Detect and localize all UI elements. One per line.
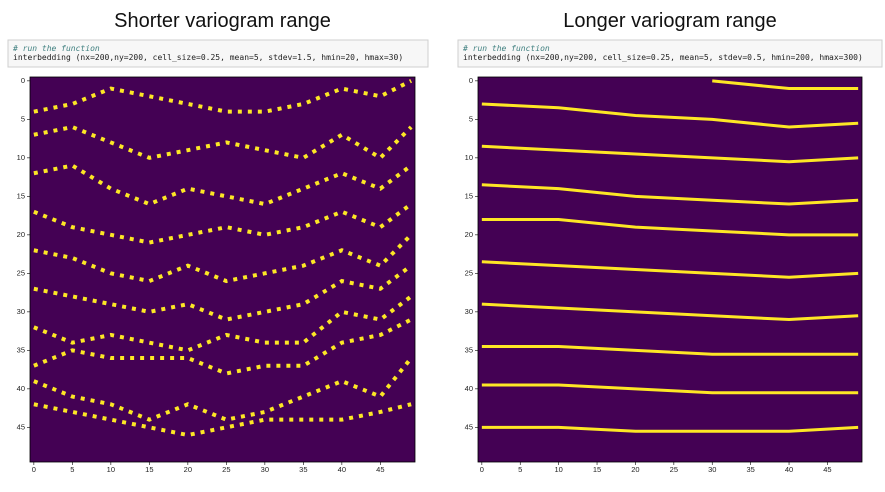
x-tick-label: 15 <box>593 465 601 474</box>
code-comment: # run the function <box>12 44 100 53</box>
code-comment: # run the function <box>462 44 550 53</box>
x-tick-label: 25 <box>222 465 230 474</box>
code-line: interbedding (nx=200,ny=200, cell_size=0… <box>463 53 863 62</box>
image-frame <box>29 76 416 463</box>
x-tick-label: 10 <box>107 465 115 474</box>
x-tick-label: 5 <box>518 465 522 474</box>
code-line: interbedding (nx=200,ny=200, cell_size=0… <box>13 53 403 62</box>
x-tick-label: 30 <box>261 465 269 474</box>
panel-title: Shorter variogram range <box>114 10 331 32</box>
y-tick-label: 35 <box>465 345 473 354</box>
panel-title: Longer variogram range <box>563 10 776 32</box>
x-tick-label: 5 <box>70 465 74 474</box>
y-tick-label: 5 <box>21 114 25 123</box>
layer-line <box>33 163 413 207</box>
layer-line <box>33 356 413 422</box>
image-frame <box>477 76 863 463</box>
x-tick-label: 15 <box>145 465 153 474</box>
layer-line <box>33 79 413 114</box>
x-tick-label: 45 <box>823 465 831 474</box>
y-tick-label: 40 <box>17 384 25 393</box>
layer-line <box>481 302 859 322</box>
layer-line <box>33 233 413 284</box>
code-cell <box>457 39 883 68</box>
y-tick-label: 40 <box>465 384 473 393</box>
layer-line <box>33 124 413 161</box>
x-tick-label: 20 <box>184 465 192 474</box>
y-tick-label: 10 <box>17 153 25 162</box>
x-tick-label: 40 <box>338 465 346 474</box>
layer-line <box>481 183 859 206</box>
x-tick-label: 45 <box>376 465 384 474</box>
y-tick-label: 30 <box>465 307 473 316</box>
y-tick-label: 25 <box>17 268 25 277</box>
code-cell <box>7 39 429 68</box>
y-tick-label: 30 <box>17 307 25 316</box>
x-tick-label: 0 <box>480 465 484 474</box>
layer-line <box>33 202 413 245</box>
y-tick-label: 15 <box>465 191 473 200</box>
y-tick-label: 25 <box>465 268 473 277</box>
x-tick-label: 0 <box>32 465 36 474</box>
image-background <box>30 77 415 462</box>
layer-line <box>481 260 859 279</box>
y-tick-label: 5 <box>469 114 473 123</box>
layer-line <box>481 217 859 237</box>
y-tick-label: 15 <box>17 191 25 200</box>
layer-line <box>481 345 859 356</box>
y-tick-label: 45 <box>465 422 473 431</box>
y-tick-label: 0 <box>21 76 25 85</box>
image-background <box>478 77 862 462</box>
y-tick-label: 20 <box>17 230 25 239</box>
layer-line <box>481 383 859 395</box>
y-tick-label: 35 <box>17 345 25 354</box>
x-tick-label: 35 <box>746 465 754 474</box>
layer-line <box>712 79 859 91</box>
x-tick-label: 25 <box>670 465 678 474</box>
y-tick-label: 0 <box>469 76 473 85</box>
y-tick-label: 10 <box>465 153 473 162</box>
x-tick-label: 40 <box>785 465 793 474</box>
layer-line <box>481 144 859 164</box>
x-tick-label: 30 <box>708 465 716 474</box>
y-tick-label: 45 <box>17 422 25 431</box>
y-tick-label: 20 <box>465 230 473 239</box>
layer-line <box>33 294 413 353</box>
layer-line <box>481 425 859 433</box>
x-tick-label: 20 <box>631 465 639 474</box>
x-tick-label: 10 <box>554 465 562 474</box>
x-tick-label: 35 <box>299 465 307 474</box>
layer-line <box>481 102 859 129</box>
